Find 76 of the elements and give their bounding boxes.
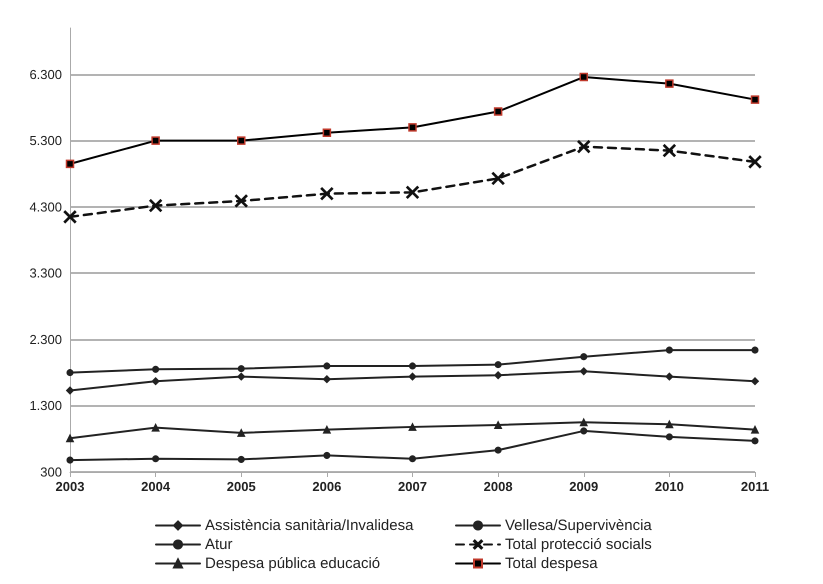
x-tick-label: 2010 xyxy=(654,479,684,494)
point xyxy=(577,140,590,154)
point xyxy=(66,456,74,464)
point xyxy=(320,187,334,200)
point xyxy=(751,377,759,386)
point xyxy=(66,386,74,394)
point xyxy=(152,377,160,386)
point xyxy=(152,424,160,432)
point xyxy=(494,420,502,429)
point xyxy=(492,172,505,185)
x-tick-label: 2005 xyxy=(226,479,256,494)
point xyxy=(152,366,160,373)
x-tick-label: 2011 xyxy=(740,479,770,494)
point xyxy=(494,361,502,368)
point xyxy=(752,437,758,444)
point xyxy=(409,362,416,370)
point xyxy=(665,420,674,428)
point xyxy=(238,365,245,372)
point xyxy=(237,136,246,145)
point xyxy=(152,455,160,462)
y-tick-label: 2.300 xyxy=(29,332,62,347)
point xyxy=(494,371,502,380)
y-tick-label: 1.300 xyxy=(29,398,62,414)
point xyxy=(750,95,760,104)
x-tick-label: 2003 xyxy=(56,479,84,494)
point xyxy=(234,194,248,208)
point xyxy=(580,367,588,376)
point xyxy=(409,455,416,462)
legend-label: Atur xyxy=(205,536,233,553)
legend-label: Despesa pública educació xyxy=(205,555,380,572)
point xyxy=(66,160,74,168)
point xyxy=(580,353,588,360)
point xyxy=(322,128,332,137)
point xyxy=(665,79,674,88)
point xyxy=(151,136,160,145)
point xyxy=(665,372,674,381)
y-tick-label: 5.300 xyxy=(29,133,62,148)
point xyxy=(408,372,416,381)
x-tick-label: 2006 xyxy=(312,479,342,494)
point xyxy=(494,446,502,454)
point xyxy=(751,426,759,434)
x-tick-label: 2007 xyxy=(398,479,427,494)
point xyxy=(323,362,330,370)
y-tick-label: 4.300 xyxy=(29,199,62,214)
x-tick-label: 2008 xyxy=(484,479,513,494)
legend-label: Total despesa xyxy=(505,555,598,572)
point xyxy=(580,418,588,426)
point xyxy=(666,433,673,440)
legend-label: Vellesa/Supervivència xyxy=(505,517,652,534)
x-tick-label: 2004 xyxy=(141,479,171,494)
point xyxy=(666,346,673,354)
y-tick-label: 300 xyxy=(40,464,62,480)
point xyxy=(323,452,330,459)
point xyxy=(237,372,246,381)
y-tick-label: 3.300 xyxy=(29,266,62,281)
point xyxy=(238,456,245,463)
point xyxy=(580,72,588,82)
y-tick-label: 6.300 xyxy=(29,66,62,82)
point xyxy=(748,155,762,168)
point xyxy=(322,375,331,384)
point xyxy=(408,123,417,132)
legend-label: Assistència sanitària/Invalidesa xyxy=(205,517,414,534)
point xyxy=(408,422,416,431)
point xyxy=(322,426,331,434)
point xyxy=(149,199,162,212)
point xyxy=(494,107,502,116)
point xyxy=(662,144,676,158)
point xyxy=(66,434,74,442)
point xyxy=(64,210,76,224)
point xyxy=(580,427,588,434)
point xyxy=(406,186,419,199)
legend-label: Total protecció socials xyxy=(505,536,652,553)
point xyxy=(66,369,74,376)
point xyxy=(237,428,246,437)
x-tick-label: 2009 xyxy=(569,479,598,494)
point xyxy=(752,346,758,354)
